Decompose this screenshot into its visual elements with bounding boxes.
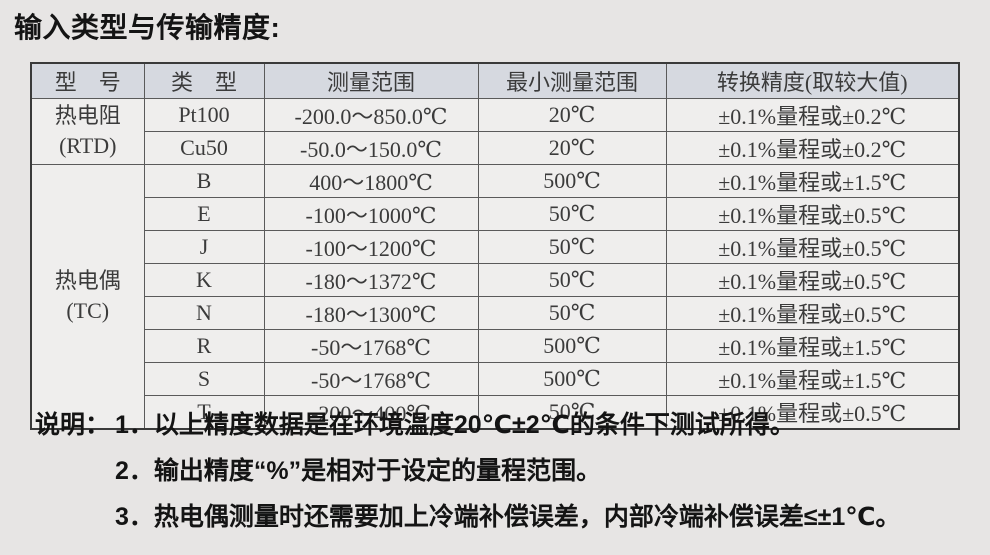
notes-label: 说明：	[35, 411, 111, 439]
note-item: 2．输出精度“%”是相对于设定的量程范围。	[115, 454, 901, 488]
accuracy-cell: ±0.1%量程或±1.5℃	[665, 328, 960, 363]
table-row: R -50～1768℃ 500℃ ±0.1%量程或±1.5℃	[31, 328, 960, 363]
type-cell: Cu50	[143, 130, 265, 165]
accuracy-cell: ±0.1%量程或±1.5℃	[665, 361, 960, 396]
min-range-cell: 50℃	[477, 262, 667, 297]
type-cell: R	[143, 328, 265, 363]
column-header-type: 类 型	[143, 62, 265, 99]
column-header-range: 测量范围	[263, 62, 479, 99]
accuracy-cell: ±0.1%量程或±0.2℃	[665, 130, 960, 165]
note-item: 说明： 1．以上精度数据是在环境温度20℃±2℃的条件下测试所得。	[35, 408, 901, 442]
range-cell: -180～1300℃	[263, 295, 479, 330]
table-row: 热电偶 (TC) B 400～1800℃ 500℃ ±0.1%量程或±1.5℃	[30, 163, 960, 429]
header-row: 型 号 类 型 测量范围 最小测量范围 转换精度(取较大值)	[30, 62, 960, 99]
accuracy-cell: ±0.1%量程或±0.5℃	[665, 262, 960, 297]
spec-table: 型 号 类 型 测量范围 最小测量范围 转换精度(取较大值) 热电阻 (RTD)…	[30, 62, 960, 430]
note-text: 3．热电偶测量时还需要加上冷端补偿误差，内部冷端补偿误差≤±1℃。	[115, 503, 901, 531]
table-row: T -200～400℃ 50℃ ±0.1%量程或±0.5℃	[31, 394, 960, 429]
type-cell: Pt100	[143, 97, 265, 132]
table-row: N -180～1300℃ 50℃ ±0.1%量程或±0.5℃	[31, 295, 960, 330]
accuracy-cell: ±0.1%量程或±0.2℃	[665, 97, 960, 132]
table-row: K -180～1372℃ 50℃ ±0.1%量程或±0.5℃	[31, 262, 960, 297]
range-cell: -180～1372℃	[263, 262, 479, 297]
table-row: J -100～1200℃ 50℃ ±0.1%量程或±0.5℃	[31, 229, 960, 264]
min-range-cell: 50℃	[477, 229, 667, 264]
range-cell: -50.0～150.0℃	[263, 130, 479, 165]
notes-section: 说明： 1．以上精度数据是在环境温度20℃±2℃的条件下测试所得。 2．输出精度“…	[35, 408, 901, 534]
accuracy-cell: ±0.1%量程或±0.5℃	[665, 229, 960, 264]
model-cell-tc: 热电偶 (TC)	[30, 163, 145, 429]
range-cell: -50～1768℃	[263, 361, 479, 396]
range-cell: -100～1200℃	[263, 229, 479, 264]
accuracy-cell: ±0.1%量程或±0.5℃	[665, 394, 960, 429]
range-cell: -50～1768℃	[263, 328, 479, 363]
table-row: E -100～1000℃ 50℃ ±0.1%量程或±0.5℃	[31, 196, 960, 231]
column-header-min-range: 最小测量范围	[477, 62, 667, 99]
min-range-cell: 500℃	[477, 361, 667, 396]
accuracy-cell: ±0.1%量程或±1.5℃	[665, 163, 960, 198]
note-item: 3．热电偶测量时还需要加上冷端补偿误差，内部冷端补偿误差≤±1℃。	[115, 500, 901, 534]
min-range-cell: 20℃	[477, 130, 667, 165]
min-range-cell: 500℃	[477, 328, 667, 363]
type-cell: K	[143, 262, 265, 297]
table-row: S -50～1768℃ 500℃ ±0.1%量程或±1.5℃	[31, 361, 960, 396]
note-text: 1．以上精度数据是在环境温度20℃±2℃的条件下测试所得。	[115, 411, 795, 439]
table-row: Cu50 -50.0～150.0℃ 20℃ ±0.1%量程或±0.2℃	[31, 130, 960, 165]
page-title: 输入类型与传输精度:	[14, 12, 281, 43]
range-cell: -100～1000℃	[263, 196, 479, 231]
min-range-cell: 500℃	[477, 163, 667, 198]
accuracy-cell: ±0.1%量程或±0.5℃	[665, 295, 960, 330]
type-cell: N	[143, 295, 265, 330]
min-range-cell: 50℃	[477, 295, 667, 330]
model-sub: (TC)	[66, 298, 110, 323]
range-cell: 400～1800℃	[263, 163, 479, 198]
note-text: 2．输出精度“%”是相对于设定的量程范围。	[115, 457, 602, 485]
min-range-cell: 20℃	[477, 97, 667, 132]
model-sub: (RTD)	[59, 133, 117, 158]
column-header-model: 型 号	[30, 62, 145, 99]
model-name: 热电阻	[54, 103, 121, 128]
column-header-accuracy: 转换精度(取较大值)	[665, 62, 960, 99]
type-cell: S	[143, 361, 265, 396]
table-row: 热电阻 (RTD) Pt100 -200.0～850.0℃ 20℃ ±0.1%量…	[30, 97, 960, 165]
range-cell: -200.0～850.0℃	[263, 97, 479, 132]
min-range-cell: 50℃	[477, 196, 667, 231]
model-name: 热电偶	[54, 268, 121, 293]
type-cell: B	[143, 163, 265, 198]
type-cell: E	[143, 196, 265, 231]
type-cell: J	[143, 229, 265, 264]
type-cell: T	[143, 394, 265, 429]
model-cell-rtd: 热电阻 (RTD)	[30, 97, 145, 165]
accuracy-cell: ±0.1%量程或±0.5℃	[665, 196, 960, 231]
